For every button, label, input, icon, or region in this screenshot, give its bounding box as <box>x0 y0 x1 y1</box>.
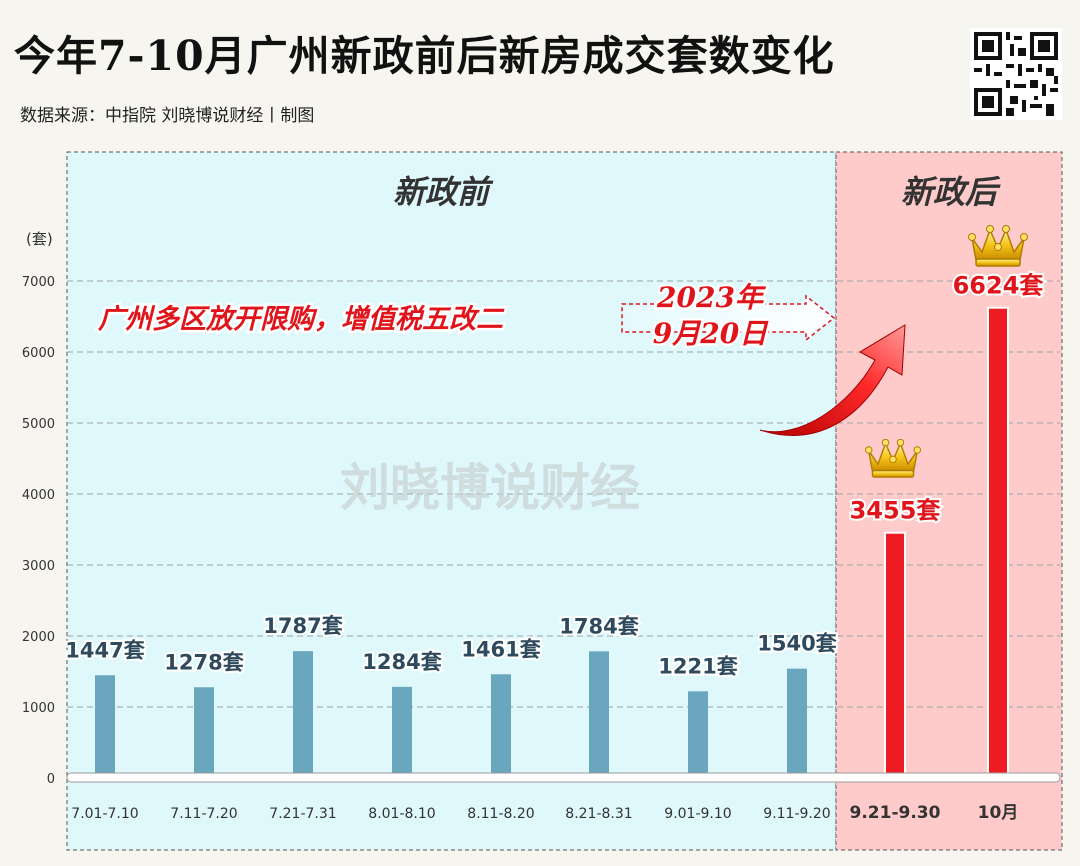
y-axis-unit: (套) <box>26 230 53 248</box>
bar <box>987 306 1009 779</box>
y-tick-label: 0 <box>47 772 55 787</box>
data-label: 6624套 <box>953 272 1045 300</box>
y-tick-label: 1000 <box>22 701 55 716</box>
data-label: 1284套 <box>362 650 441 674</box>
rising-arrow-icon <box>759 324 906 436</box>
x-tick-label: 7.01-7.10 <box>71 806 138 822</box>
period-label-before: 新政前 <box>393 173 494 211</box>
policy-date-day: 9月20日 <box>653 317 769 350</box>
data-label: 1221套 <box>658 654 737 678</box>
watermark: 刘晓博说财经 <box>340 459 640 517</box>
data-label: 1278套 <box>164 650 243 674</box>
x-tick-label: 7.21-7.31 <box>269 806 336 822</box>
policy-date-year: 2023年 <box>656 281 767 314</box>
y-tick-label: 6000 <box>22 346 55 361</box>
data-label: 1540套 <box>757 632 836 656</box>
x-axis-ticks: 7.01-7.10 7.11-7.20 7.21-7.31 8.01-8.10 8.11… <box>71 803 1018 823</box>
data-label: 1447套 <box>65 638 144 662</box>
y-tick-label: 4000 <box>22 488 55 503</box>
bar <box>884 531 906 779</box>
bar <box>392 686 412 778</box>
data-label: 3455套 <box>850 497 942 525</box>
after-period-bg <box>835 151 1063 851</box>
page-title: 今年7-10月广州新政前后新房成交套数变化 <box>14 32 835 80</box>
x-tick-label: 8.11-8.20 <box>467 806 534 822</box>
bar <box>688 691 708 778</box>
x-tick-label: 9.01-9.10 <box>664 806 731 822</box>
bar <box>293 651 313 778</box>
bar <box>589 651 609 778</box>
x-tick-label: 8.21-8.31 <box>565 806 632 822</box>
x-tick-label: 9.21-9.30 <box>850 803 941 823</box>
y-tick-label: 3000 <box>22 559 55 574</box>
date-arrow <box>621 294 836 342</box>
x-tick-label: 7.11-7.20 <box>170 806 237 822</box>
y-tick-label: 7000 <box>22 275 55 290</box>
data-label: 1461套 <box>461 637 540 661</box>
x-axis-line <box>66 772 1061 783</box>
bar <box>491 674 511 778</box>
policy-annotation: 广州多区放开限购，增值税五改二 <box>98 304 505 335</box>
x-tick-label: 10月 <box>978 803 1019 823</box>
bar <box>194 687 214 778</box>
gridlines <box>67 280 1060 708</box>
y-axis-ticks: 0 1000 2000 3000 4000 5000 6000 7000 <box>22 275 55 787</box>
bars <box>95 306 1009 779</box>
source-note: 数据来源：中指院 刘晓博说财经丨制图 <box>20 106 315 126</box>
x-tick-label: 9.11-9.20 <box>763 806 830 822</box>
x-tick-label: 8.01-8.10 <box>368 806 435 822</box>
bar <box>787 668 807 778</box>
y-tick-label: 2000 <box>22 630 55 645</box>
data-labels: 1447套 1278套 1787套 1284套 1461套 1784套 1221套 1540套… <box>63 270 1046 681</box>
y-tick-label: 5000 <box>22 417 55 432</box>
period-label-after: 新政后 <box>901 173 1001 211</box>
bar <box>95 675 115 778</box>
data-label: 1784套 <box>559 614 638 638</box>
data-label: 1787套 <box>263 614 342 638</box>
qr-code-icon <box>970 28 1062 120</box>
